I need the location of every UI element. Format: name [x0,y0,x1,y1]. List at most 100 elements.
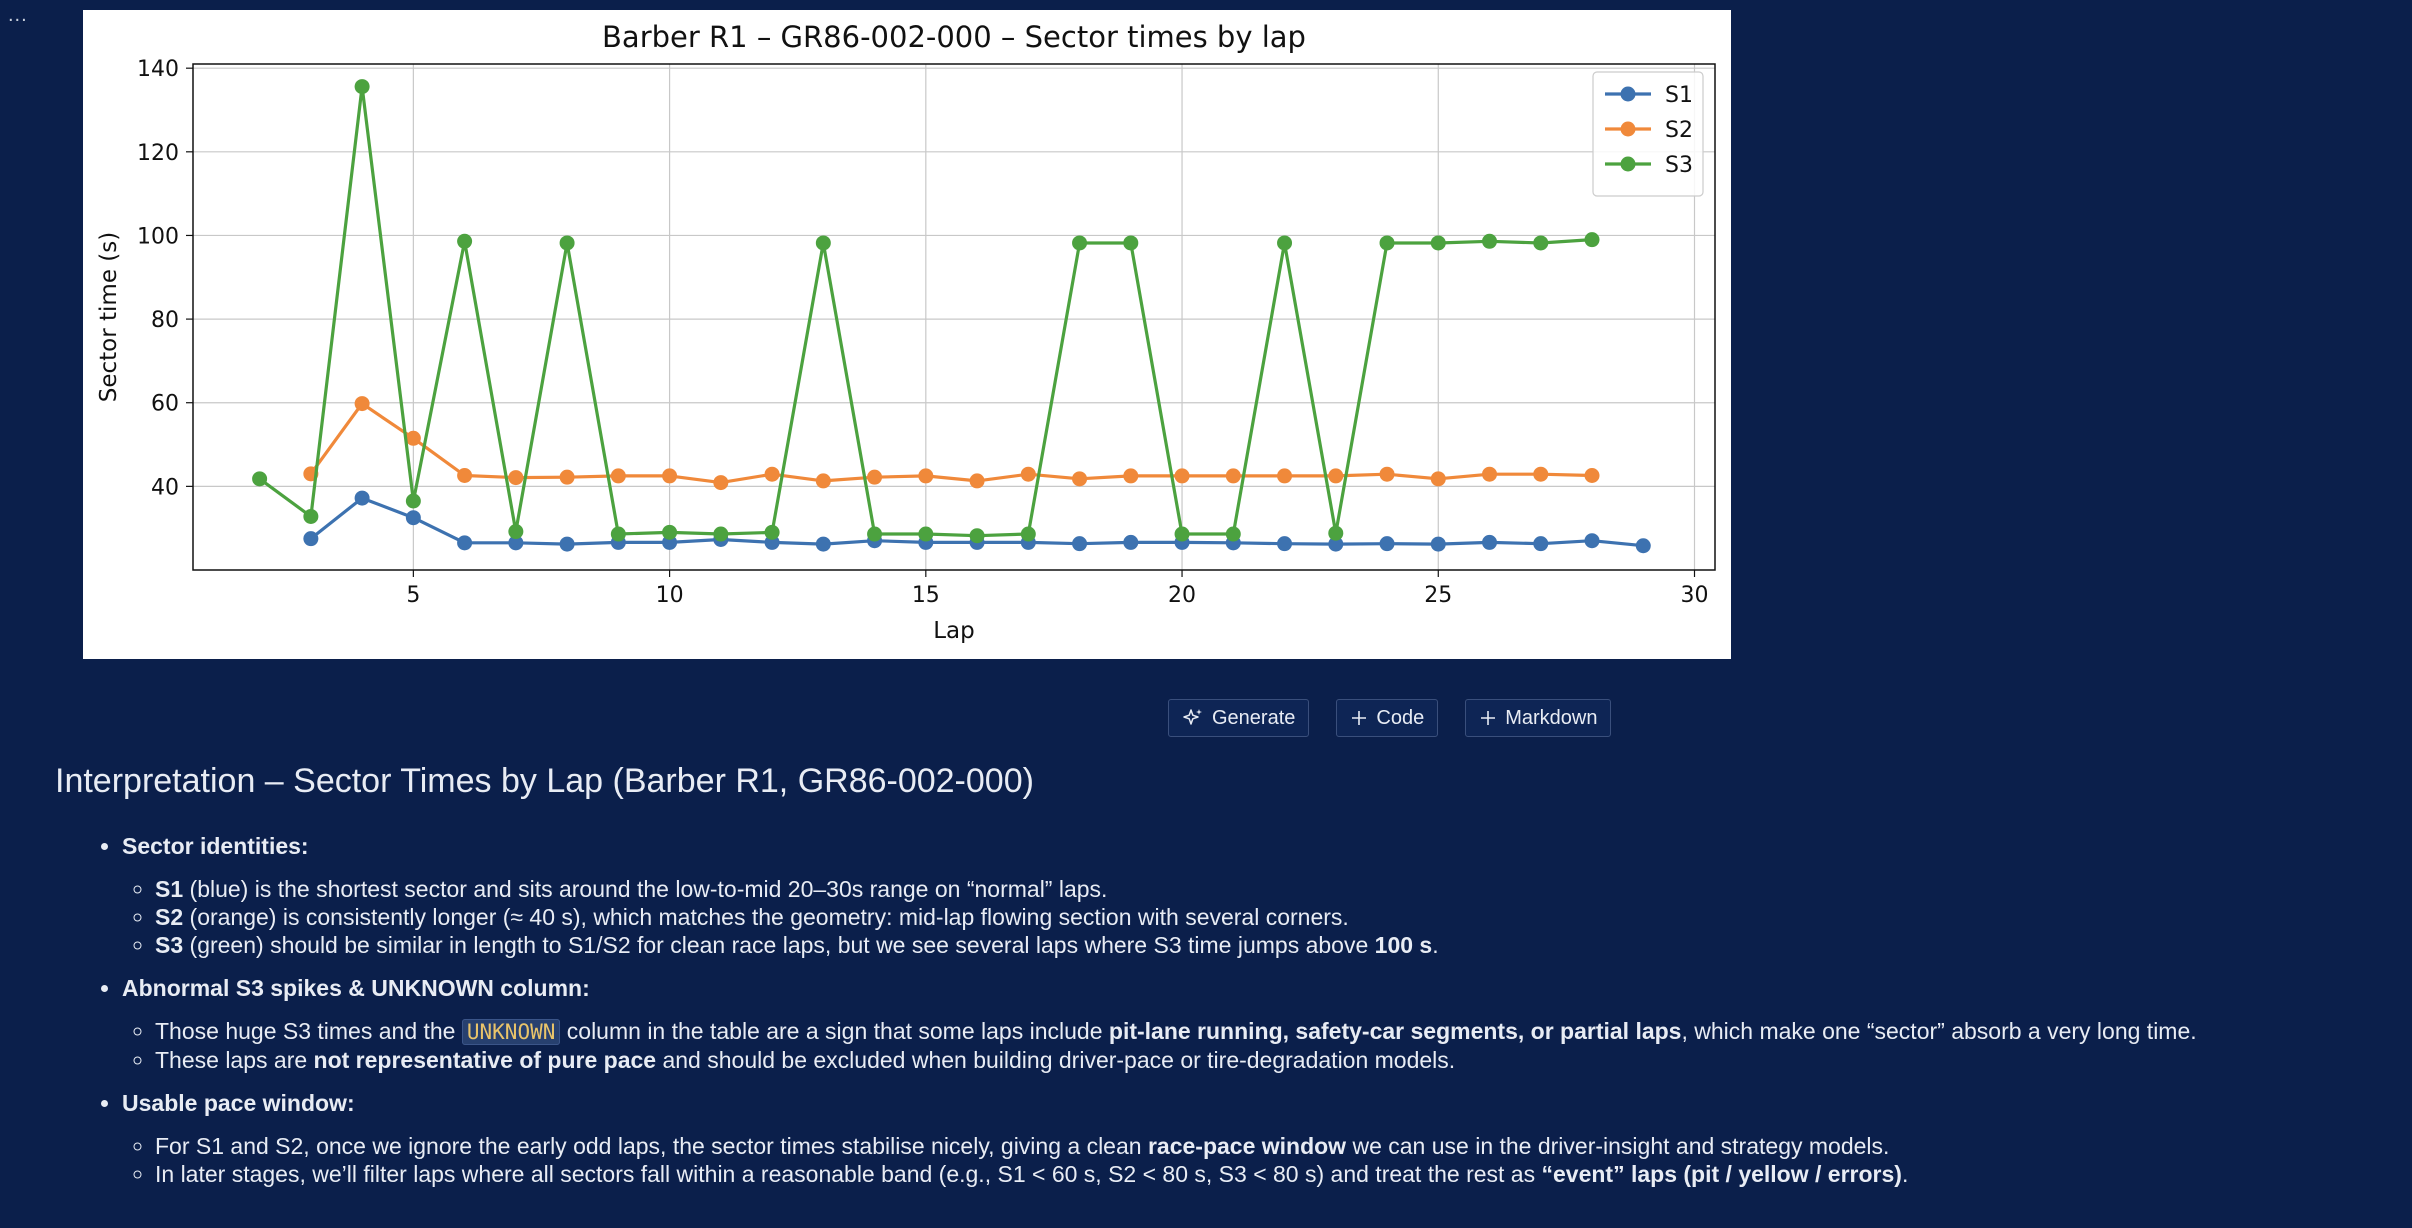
legend-marker [1620,86,1636,102]
data-point [559,536,575,552]
legend-label: S3 [1665,153,1693,178]
data-point [969,473,985,489]
data-point [1020,466,1036,482]
md-bold-text: not representative of pure pace [313,1047,657,1073]
x-tick-label: 25 [1424,583,1452,608]
data-point [918,468,934,484]
data-point [1379,235,1395,251]
data-point [508,524,524,540]
markdown-title: Interpretation – Sector Times by Lap (Ba… [55,762,1034,800]
data-point [508,470,524,486]
data-point [1174,468,1190,484]
md-text: In later stages, we’ll filter laps where… [155,1161,1542,1187]
interpretation-list: Sector identities: S1 (blue) is the short… [55,831,2395,1188]
data-point [1174,526,1190,542]
md-section-heading: Sector identities: [122,833,309,859]
series-S1 [303,490,1651,554]
data-point [1072,536,1088,552]
md-bold-text: S1 [155,876,184,902]
data-point [1482,466,1498,482]
data-point [918,526,934,542]
y-tick-label: 120 [137,141,179,166]
md-inline-code: UNKNOWN [461,1019,561,1045]
data-point [610,526,626,542]
data-point [354,79,370,95]
data-point [559,469,575,485]
add-code-button[interactable]: Code [1336,699,1439,737]
sector-times-chart: 5 10 15 20 25 30 40 60 80 100 120 140 Barber R1 – GR… [96,20,1716,644]
generate-label: Generate [1212,706,1296,729]
x-tick-label: 5 [406,583,420,608]
data-point [1379,536,1395,552]
md-bold-text: S3 [155,932,184,958]
md-sublist: S1 (blue) is the shortest sector and sit… [122,875,2395,959]
data-point [1020,526,1036,542]
data-point [457,467,473,483]
cell-insert-toolbar: Generate Code Markdown [1168,699,1612,737]
data-point [662,524,678,540]
md-list-item: For S1 and S2, once we ignore the early … [155,1132,2395,1160]
md-list-item: S1 (blue) is the shortest sector and sit… [155,875,2395,903]
data-point [1277,468,1293,484]
data-point [713,475,729,491]
data-point [405,493,421,509]
md-text: These laps are [155,1047,314,1073]
md-list-item: Those huge S3 times and the UNKNOWN colu… [155,1017,2395,1046]
y-axis-label: Sector time (s) [96,232,122,402]
add-markdown-label: Markdown [1505,706,1598,729]
md-text: Those huge S3 times and the [155,1018,462,1044]
y-tick-label: 80 [151,308,179,333]
add-code-label: Code [1376,706,1425,729]
md-list-item: S3 (green) should be similar in length t… [155,931,2395,959]
data-point [354,490,370,506]
data-point [1533,235,1549,251]
md-section: Sector identities: S1 (blue) is the short… [122,831,2395,959]
data-point [354,396,370,412]
data-point [662,468,678,484]
md-bold-text: 100 s [1374,932,1433,958]
data-point [1482,534,1498,550]
md-section-heading: Usable pace window: [122,1090,355,1116]
data-point [867,469,883,485]
x-tick-label: 30 [1681,583,1709,608]
data-point [1123,468,1139,484]
legend-marker [1620,121,1636,137]
md-text: column in the table are a sign that some… [560,1018,1109,1044]
add-markdown-button[interactable]: Markdown [1465,699,1612,737]
md-section-heading: Abnormal S3 spikes & UNKNOWN column: [122,975,590,1001]
sparkle-icon [1182,707,1204,729]
data-point [1430,235,1446,251]
data-point [405,430,421,446]
chart-output: 5 10 15 20 25 30 40 60 80 100 120 140 Barber R1 – GR… [83,10,1731,659]
md-text: (blue) is the shortest sector and sits a… [183,876,1108,902]
x-tick-label: 10 [656,583,684,608]
cell-more-menu[interactable]: ... [8,4,28,26]
data-point [815,536,831,552]
md-list-item: In later stages, we’ll filter laps where… [155,1160,2395,1188]
data-point [815,235,831,251]
y-tick-label: 60 [151,392,179,417]
data-point [713,526,729,542]
data-point [457,233,473,249]
data-point [1328,468,1344,484]
data-point [303,508,319,524]
data-point [457,535,473,551]
data-point [1533,536,1549,552]
x-tick-label: 20 [1168,583,1196,608]
data-point [1584,533,1600,549]
generate-button[interactable]: Generate [1168,699,1310,737]
y-tick-label: 140 [137,57,179,82]
data-point [252,471,268,487]
data-point [405,510,421,526]
chart-title: Barber R1 – GR86-002-000 – Sector times … [602,20,1306,54]
plus-icon [1350,709,1368,727]
data-point [1482,233,1498,249]
md-text: and should be excluded when building dri… [656,1047,1456,1073]
data-point [1584,467,1600,483]
md-text: For S1 and S2, once we ignore the early … [155,1133,1148,1159]
series-S3 [252,79,1600,544]
data-point [1328,536,1344,552]
data-point [1635,538,1651,554]
md-text: , which make one “sector” absorb a very … [1681,1018,2197,1044]
data-point [1430,471,1446,487]
